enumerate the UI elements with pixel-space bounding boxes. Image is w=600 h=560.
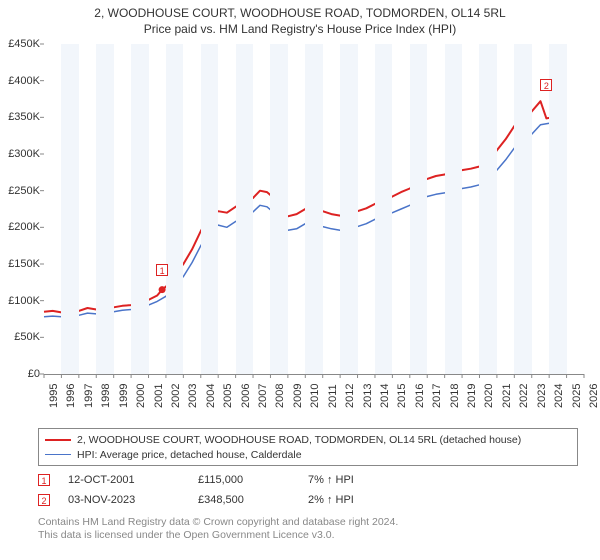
x-tick-label: 2025 [571,384,583,408]
event-row: 1 12-OCT-2001 £115,000 7% ↑ HPI [38,470,578,490]
x-tick-label: 2005 [222,384,234,408]
legend-row: HPI: Average price, detached house, Cald… [45,447,571,462]
event-date: 12-OCT-2001 [68,474,198,486]
x-tick-label: 2020 [483,384,495,408]
x-tick-label: 2021 [501,384,513,408]
chart-area: £0£50K£100K£150K£200K£250K£300K£350K£400… [44,44,584,404]
x-tick-label: 2023 [536,384,548,408]
event-hpi: 7% ↑ HPI [308,474,408,486]
x-tick-label: 2007 [257,384,269,408]
y-tick-label: £250K [0,185,40,197]
footer-line-2: This data is licensed under the Open Gov… [38,529,578,542]
y-tick-label: £400K [0,75,40,87]
x-tick-label: 2019 [466,384,478,408]
footer: Contains HM Land Registry data © Crown c… [38,516,578,542]
chart-marker-2: 2 [540,79,552,91]
x-tick-label: 2022 [518,384,530,408]
x-tick-label: 2001 [153,384,165,408]
x-tick-label: 2012 [344,384,356,408]
x-tick-label: 2026 [588,384,600,408]
x-tick-label: 2000 [135,384,147,408]
title-line-2: Price paid vs. HM Land Registry's House … [0,20,600,36]
event-row: 2 03-NOV-2023 £348,500 2% ↑ HPI [38,490,578,510]
y-tick-label: £300K [0,148,40,160]
legend: 2, WOODHOUSE COURT, WOODHOUSE ROAD, TODM… [38,428,578,466]
legend-label: HPI: Average price, detached house, Cald… [77,449,302,461]
x-tick-label: 2003 [187,384,199,408]
x-tick-label: 2010 [309,384,321,408]
x-tick-label: 2004 [205,384,217,408]
y-tick-label: £150K [0,258,40,270]
x-tick-label: 2006 [240,384,252,408]
y-tick-label: £200K [0,221,40,233]
x-tick-label: 2024 [553,384,565,408]
y-tick-label: £450K [0,38,40,50]
x-tick-label: 2014 [379,384,391,408]
x-axis-labels: 1995 1996 1997 1998 1999 2000 2001 2002 2003 2004… [44,378,584,418]
x-tick-label: 2018 [449,384,461,408]
x-tick-label: 2002 [170,384,182,408]
x-tick-label: 2009 [292,384,304,408]
event-price: £115,000 [198,474,308,486]
legend-label: 2, WOODHOUSE COURT, WOODHOUSE ROAD, TODM… [77,434,521,446]
legend-swatch [45,439,71,441]
legend-row: 2, WOODHOUSE COURT, WOODHOUSE ROAD, TODM… [45,432,571,447]
x-tick-label: 2013 [362,384,374,408]
plot: £0£50K£100K£150K£200K£250K£300K£350K£400… [44,44,584,375]
footer-line-1: Contains HM Land Registry data © Crown c… [38,516,578,529]
x-tick-label: 2016 [414,384,426,408]
x-tick-label: 2017 [431,384,443,408]
y-tick-label: £350K [0,111,40,123]
x-tick-label: 1999 [118,384,130,408]
event-hpi: 2% ↑ HPI [308,494,408,506]
y-tick-label: £100K [0,295,40,307]
chart-titles: 2, WOODHOUSE COURT, WOODHOUSE ROAD, TODM… [0,0,600,36]
title-line-1: 2, WOODHOUSE COURT, WOODHOUSE ROAD, TODM… [0,6,600,20]
x-tick-label: 1998 [100,384,112,408]
event-date: 03-NOV-2023 [68,494,198,506]
event-marker-icon: 2 [38,494,50,506]
event-table: 1 12-OCT-2001 £115,000 7% ↑ HPI 2 03-NOV… [38,470,578,510]
x-tick-label: 2008 [274,384,286,408]
x-tick-label: 1996 [65,384,77,408]
y-tick-label: £0 [0,368,40,380]
chart-marker-1: 1 [156,264,168,276]
event-price: £348,500 [198,494,308,506]
x-tick-label: 1995 [48,384,60,408]
x-tick-label: 2015 [396,384,408,408]
y-tick-label: £50K [0,331,40,343]
legend-swatch [45,454,71,455]
x-tick-label: 1997 [83,384,95,408]
x-tick-label: 2011 [327,384,339,408]
event-marker-icon: 1 [38,474,50,486]
